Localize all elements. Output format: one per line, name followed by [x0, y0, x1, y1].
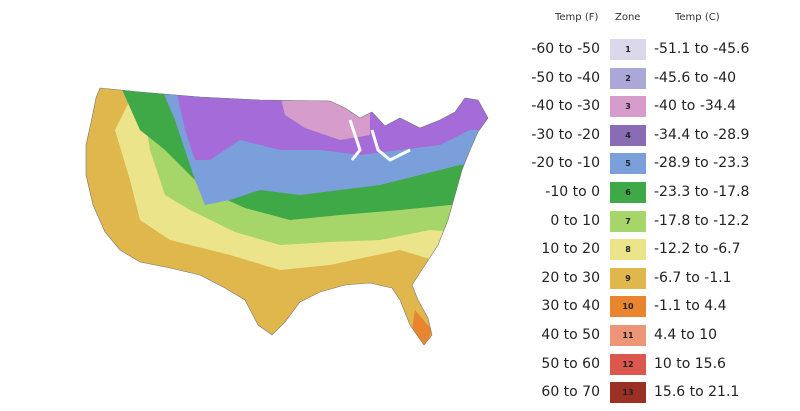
- zone-swatch: 13: [610, 382, 646, 404]
- temp-c: -45.6 to -40: [654, 69, 737, 86]
- zone-swatch: 6: [610, 182, 646, 203]
- legend-row-zone-11: 40 to 50 11 4.4 to 10: [520, 325, 800, 349]
- zone-swatch: 9: [610, 267, 646, 289]
- legend-row-zone-6: -10 to 0 6 -23.3 to -17.8: [520, 182, 800, 206]
- legend-row-zone-12: 50 to 60 12 10 to 15.6: [520, 353, 800, 378]
- temp-c: -1.1 to 4.4: [654, 298, 727, 315]
- zone-swatch: 3: [610, 96, 646, 118]
- zone-swatch: 12: [610, 353, 646, 375]
- temp-f-header: Temp (F): [555, 12, 599, 23]
- florida-zone-10-region: [412, 310, 432, 345]
- temp-f: 60 to 70: [541, 384, 600, 401]
- legend-row-zone-1: -60 to -50 1 -51.1 to -45.6: [520, 39, 800, 63]
- temp-c: -23.3 to -17.8: [654, 184, 750, 200]
- temp-c: 4.4 to 10: [654, 327, 718, 343]
- legend-row-zone-3: -40 to -30 3 -40 to -34.4: [520, 96, 800, 120]
- temp-f: 20 to 30: [541, 269, 600, 286]
- temp-c: -6.7 to -1.1: [654, 269, 732, 286]
- legend-row-zone-7: 0 to 10 7 -17.8 to -12.2: [520, 210, 800, 235]
- us-hardiness-zone-map: [85, 87, 489, 346]
- legend-row-zone-9: 20 to 30 9 -6.7 to -1.1: [520, 267, 800, 292]
- us-outline: [85, 87, 489, 346]
- temp-c: -17.8 to -12.2: [654, 212, 750, 229]
- temp-f: 10 to 20: [541, 241, 600, 258]
- temp-c: 10 to 15.6: [654, 355, 726, 372]
- temp-c: -34.4 to -28.9: [654, 126, 750, 143]
- legend-row-zone-13: 60 to 70 13 15.6 to 21.1: [520, 382, 800, 406]
- temp-c: -12.2 to -6.7: [654, 241, 741, 258]
- temp-c: 15.6 to 21.1: [654, 384, 740, 401]
- zone-swatch: 1: [610, 39, 646, 60]
- legend-row-zone-4: -30 to -20 4 -34.4 to -28.9: [520, 124, 800, 149]
- temp-c: -51.1 to -45.6: [654, 41, 750, 57]
- legend-row-zone-10: 30 to 40 10 -1.1 to 4.4: [520, 296, 800, 320]
- temp-f: -40 to -30: [531, 98, 600, 115]
- legend-row-zone-5: -20 to -10 5 -28.9 to -23.3: [520, 153, 800, 177]
- zone-swatch: 2: [610, 67, 646, 89]
- temp-f: 40 to 50: [541, 327, 600, 343]
- temp-c: -28.9 to -23.3: [654, 155, 750, 172]
- zone-swatch: 11: [610, 325, 646, 346]
- zone-swatch: 8: [610, 239, 646, 261]
- temp-f: -60 to -50: [531, 41, 600, 57]
- zone-header: Zone: [615, 12, 641, 23]
- zone-swatch: 4: [610, 124, 646, 146]
- zone-swatch: 10: [610, 296, 646, 318]
- temp-f: -50 to -40: [531, 69, 600, 86]
- zone-swatch: 7: [610, 210, 646, 232]
- temp-f: 50 to 60: [541, 355, 600, 372]
- temp-f: -20 to -10: [531, 155, 600, 172]
- legend-row-zone-2: -50 to -40 2 -45.6 to -40: [520, 67, 800, 92]
- legend-row-zone-8: 10 to 20 8 -12.2 to -6.7: [520, 239, 800, 263]
- temp-f: 30 to 40: [541, 298, 600, 315]
- temp-f: -10 to 0: [545, 184, 600, 200]
- temp-c-header: Temp (C): [675, 12, 720, 23]
- temp-f: -30 to -20: [531, 126, 600, 143]
- zone-swatch: 5: [610, 153, 646, 175]
- temp-c: -40 to -34.4: [654, 98, 737, 115]
- great-lakes: [348, 119, 411, 162]
- zone-legend: Temp (F) Zone Temp (C) -60 to -50 1 -51.…: [520, 0, 800, 411]
- temp-f: 0 to 10: [550, 212, 600, 229]
